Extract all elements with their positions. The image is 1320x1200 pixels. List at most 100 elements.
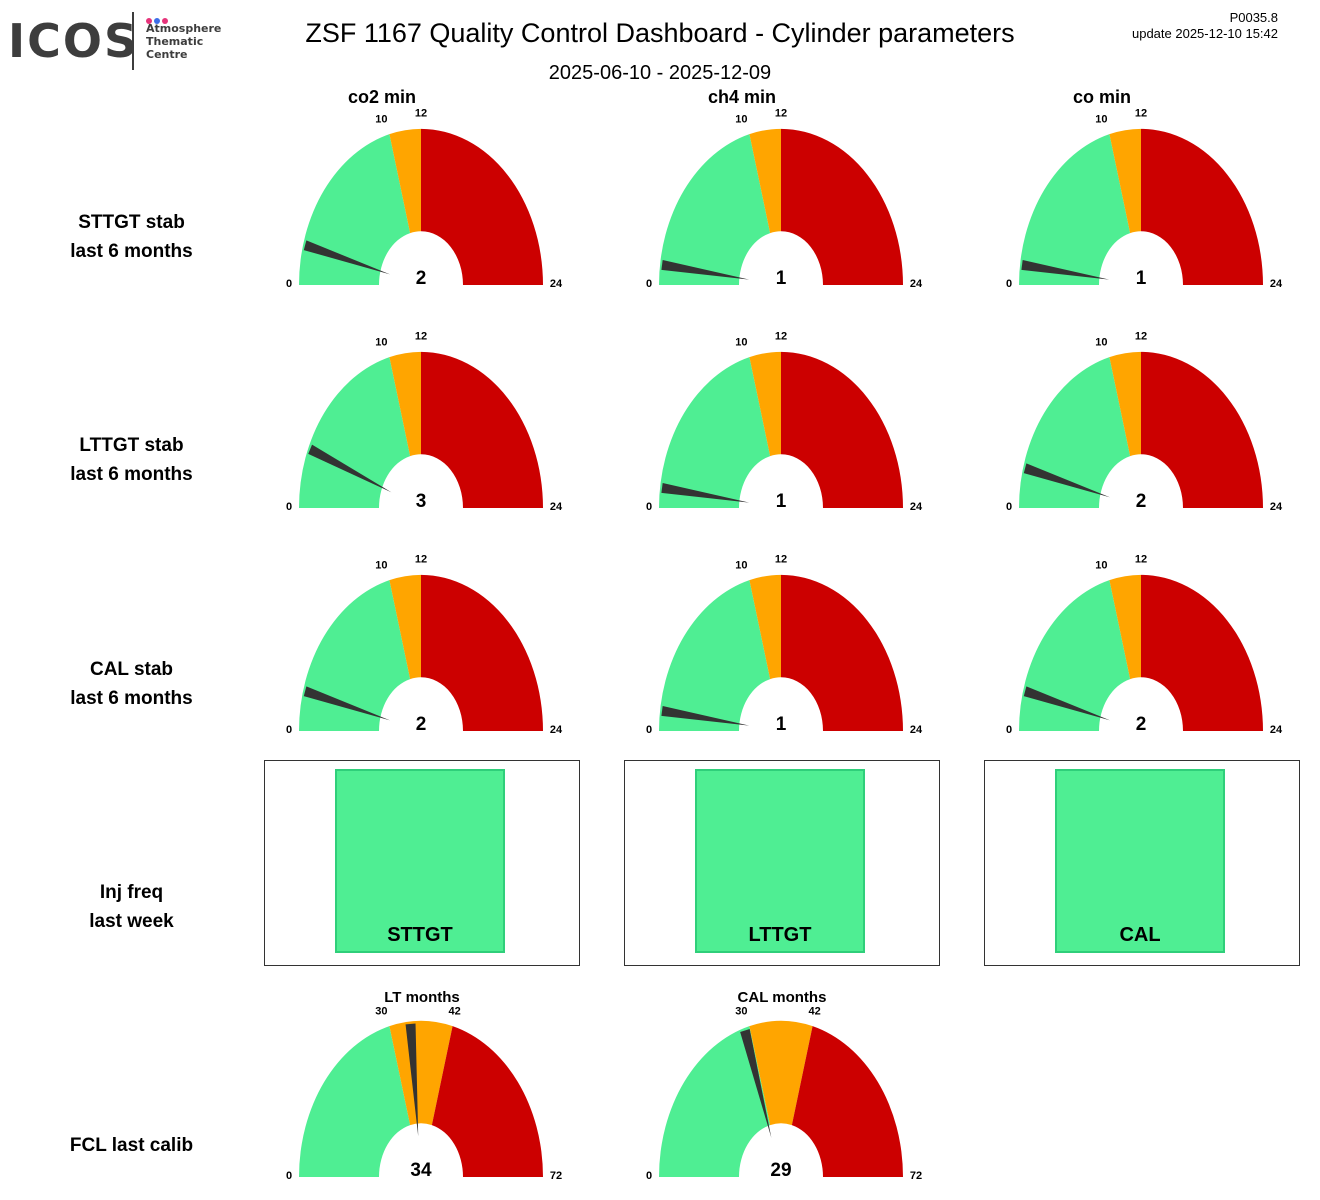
meta-info: P0035.8 update 2025-12-10 15:42 xyxy=(1132,10,1278,42)
gauge-tick-label: 0 xyxy=(286,1170,292,1182)
gauge-needle xyxy=(405,1023,419,1137)
gauge-needle xyxy=(1023,463,1111,498)
gauge-zone-ok xyxy=(299,1026,411,1177)
gauge-tick-label: 24 xyxy=(1270,278,1283,290)
logo-dot xyxy=(154,18,160,24)
gauge-zone-warn xyxy=(389,128,421,234)
gauge-title-lt-months: LT months xyxy=(384,989,460,1006)
gauge-tick-label: 24 xyxy=(1270,501,1283,513)
gauge-tick-label: 12 xyxy=(415,331,427,343)
gauge-tick-label: 10 xyxy=(375,113,387,125)
gauge-tick-label: 0 xyxy=(646,1170,652,1182)
gauge-zone-ok xyxy=(659,580,771,731)
gauge-zone-warn xyxy=(749,351,781,457)
gauge-tick-label: 12 xyxy=(1135,108,1147,120)
gauge-tick-label: 0 xyxy=(646,501,652,513)
gauge-tick-label: 10 xyxy=(375,336,387,348)
gauge-tick-label: 0 xyxy=(646,278,652,290)
gauge-zone-ok xyxy=(299,134,411,285)
gauge-zone-bad xyxy=(1141,574,1263,731)
gauge-zone-warn xyxy=(389,351,421,457)
gauge-tick-label: 10 xyxy=(1095,336,1107,348)
gauge-zone-bad xyxy=(781,128,903,285)
gauge-zone-ok xyxy=(1019,580,1131,731)
row-heading-cal: CAL stab last 6 months xyxy=(70,659,193,709)
gauge-tick-label: 12 xyxy=(415,554,427,566)
gauge-title-cal-months: CAL months xyxy=(737,989,827,1006)
row-heading-sttgt: STTGT stab last 6 months xyxy=(70,212,193,262)
gauge-value-label: 1 xyxy=(776,268,787,289)
gauge-needle xyxy=(740,1029,772,1138)
gauge-zone-bad xyxy=(781,574,903,731)
gauge-needle xyxy=(308,444,392,493)
gauge-fcl-lt-months: 34 0 30 42 72 xyxy=(286,1005,562,1182)
gauge-zone-warn xyxy=(389,574,421,680)
gauge-tick-label: 0 xyxy=(646,724,652,736)
gauge-zone-warn xyxy=(749,128,781,234)
gauge-tick-label: 72 xyxy=(910,1170,922,1182)
gauge-tick-label: 10 xyxy=(375,559,387,571)
gauge-lttgt-co: 2 0 10 12 24 xyxy=(1006,331,1283,513)
update-timestamp: update 2025-12-10 15:42 xyxy=(1131,26,1278,41)
gauge-needle xyxy=(661,482,750,503)
status-box-ok: LTTGT xyxy=(695,769,865,953)
gauge-tick-label: 24 xyxy=(910,278,923,290)
gauge-tick-label: 30 xyxy=(375,1005,387,1017)
gauge-tick-label: 12 xyxy=(1135,331,1147,343)
column-heading-co: co min xyxy=(1072,87,1131,107)
gauge-tick-label: 24 xyxy=(550,501,563,513)
gauge-value-label: 1 xyxy=(776,491,787,512)
row-heading-fcl: FCL last calib xyxy=(69,1135,194,1156)
gauge-tick-label: 0 xyxy=(286,501,292,513)
gauge-value-label: 2 xyxy=(1136,491,1147,512)
gauge-needle xyxy=(1023,686,1111,721)
gauge-zone-warn xyxy=(1109,574,1141,680)
page-title: ZSF 1167 Quality Control Dashboard - Cyl… xyxy=(305,18,1015,48)
gauge-tick-label: 42 xyxy=(449,1005,461,1017)
panel-label: CAL xyxy=(1119,924,1161,946)
gauge-value-label: 2 xyxy=(416,714,427,735)
gauge-needle xyxy=(661,705,750,726)
gauge-zone-bad xyxy=(781,351,903,508)
gauge-needle xyxy=(661,259,750,280)
gauge-lttgt-co2: 3 0 10 12 24 xyxy=(286,331,563,513)
gauge-tick-label: 0 xyxy=(1006,278,1012,290)
gauge-cal-co2: 2 0 10 12 24 xyxy=(286,554,563,736)
gauge-tick-label: 0 xyxy=(1006,724,1012,736)
gauge-tick-label: 24 xyxy=(550,724,563,736)
gauge-value-label: 2 xyxy=(1136,714,1147,735)
logo-wordmark: ICOS xyxy=(8,14,140,68)
status-box-ok: STTGT xyxy=(335,769,505,953)
gauge-value-label: 2 xyxy=(416,268,427,289)
gauge-tick-label: 42 xyxy=(809,1005,821,1017)
inj-freq-panel-lttgt: LTTGT xyxy=(624,760,940,966)
row-heading-lttgt: LTTGT stab last 6 months xyxy=(70,435,193,485)
gauge-value-label: 29 xyxy=(770,1160,791,1181)
gauge-zone-warn xyxy=(1109,128,1141,234)
logo-divider xyxy=(132,12,134,70)
date-range: 2025-06-10 - 2025-12-09 xyxy=(548,62,772,84)
column-heading-ch4: ch4 min xyxy=(707,87,777,107)
status-box-ok: CAL xyxy=(1055,769,1225,953)
gauge-zone-ok xyxy=(1019,134,1131,285)
gauge-tick-label: 10 xyxy=(735,559,747,571)
gauge-tick-label: 30 xyxy=(735,1005,747,1017)
gauge-tick-label: 12 xyxy=(775,554,787,566)
gauge-value-label: 1 xyxy=(1136,268,1147,289)
gauge-needle xyxy=(303,686,391,721)
gauge-tick-label: 0 xyxy=(286,278,292,290)
gauge-sttgt-co2: 2 0 10 12 24 xyxy=(286,108,563,290)
gauge-fcl-cal-months: 29 0 30 42 72 xyxy=(646,1005,922,1182)
logo-text: Atmosphere Thematic Centre xyxy=(146,22,222,61)
gauge-zone-warn xyxy=(389,1020,453,1126)
logo-dot xyxy=(146,18,152,24)
gauge-zone-bad xyxy=(791,1026,903,1177)
gauge-tick-label: 24 xyxy=(1270,724,1283,736)
gauge-cal-co: 2 0 10 12 24 xyxy=(1006,554,1283,736)
gauge-tick-label: 10 xyxy=(735,113,747,125)
gauge-tick-label: 10 xyxy=(735,336,747,348)
gauge-value-label: 34 xyxy=(410,1160,432,1181)
